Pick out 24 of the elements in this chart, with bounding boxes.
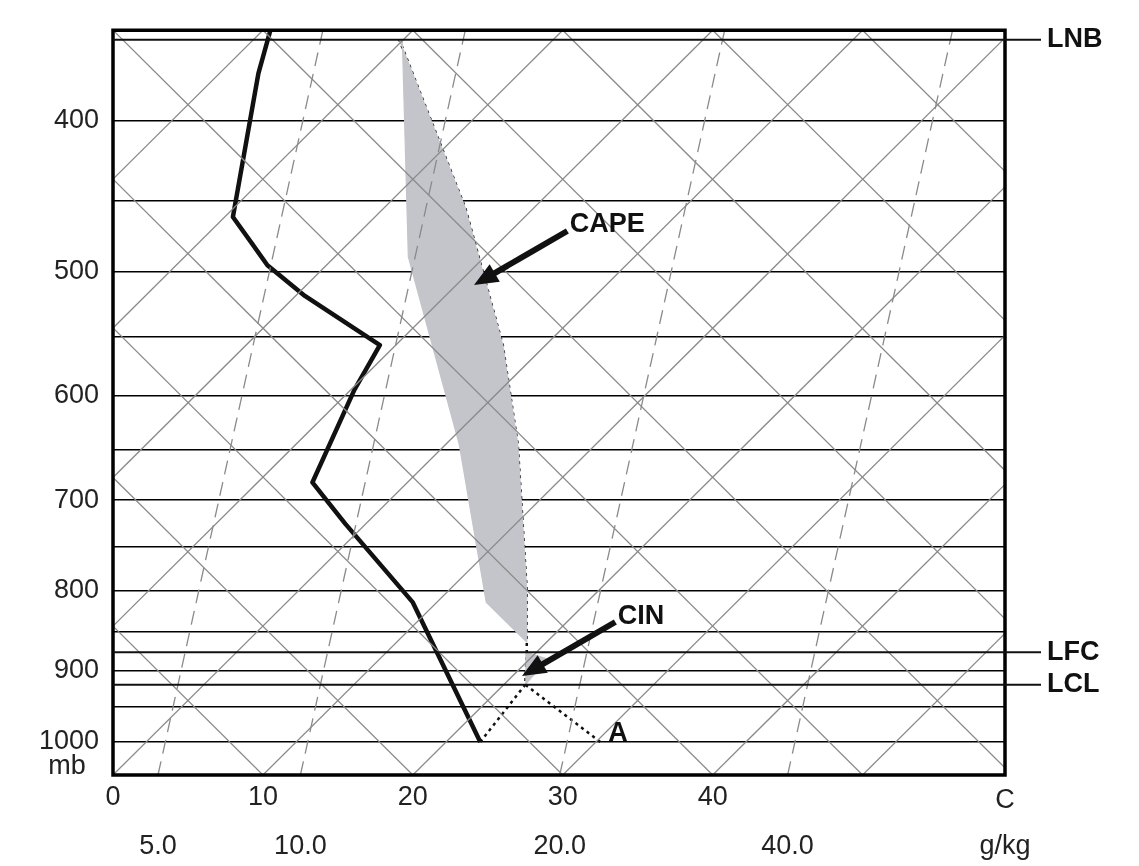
x-tick-label: 0 <box>105 780 121 811</box>
x-tick-label: 20 <box>397 780 428 811</box>
ref-line-label: LCL <box>1047 668 1100 699</box>
text: 5.0 <box>139 830 177 861</box>
y-tick-label: 800 <box>53 574 99 605</box>
text: 40.0 <box>761 830 814 861</box>
annotation: A <box>608 717 628 748</box>
y-tick-label: 900 <box>53 653 99 684</box>
annotation: CIN <box>617 599 665 630</box>
y-axis-title: mb <box>48 750 86 781</box>
x-tick-label: 40 <box>697 780 728 811</box>
text: g/kg <box>979 830 1031 861</box>
text: 10.0 <box>274 830 327 861</box>
x-axis-title: C <box>995 784 1015 815</box>
y-tick-label: 600 <box>53 379 99 410</box>
text: 20.0 <box>533 830 587 861</box>
ref-line-label: LNB <box>1047 23 1103 54</box>
ref-line-label: LFC <box>1047 635 1100 666</box>
annotation: CAPE <box>569 208 645 239</box>
y-tick-label: 700 <box>53 483 99 514</box>
x-tick-label: 30 <box>547 780 578 811</box>
y-tick-label: 500 <box>53 255 99 286</box>
x-tick-label: 10 <box>247 780 278 811</box>
y-tick-label: 400 <box>53 104 99 135</box>
